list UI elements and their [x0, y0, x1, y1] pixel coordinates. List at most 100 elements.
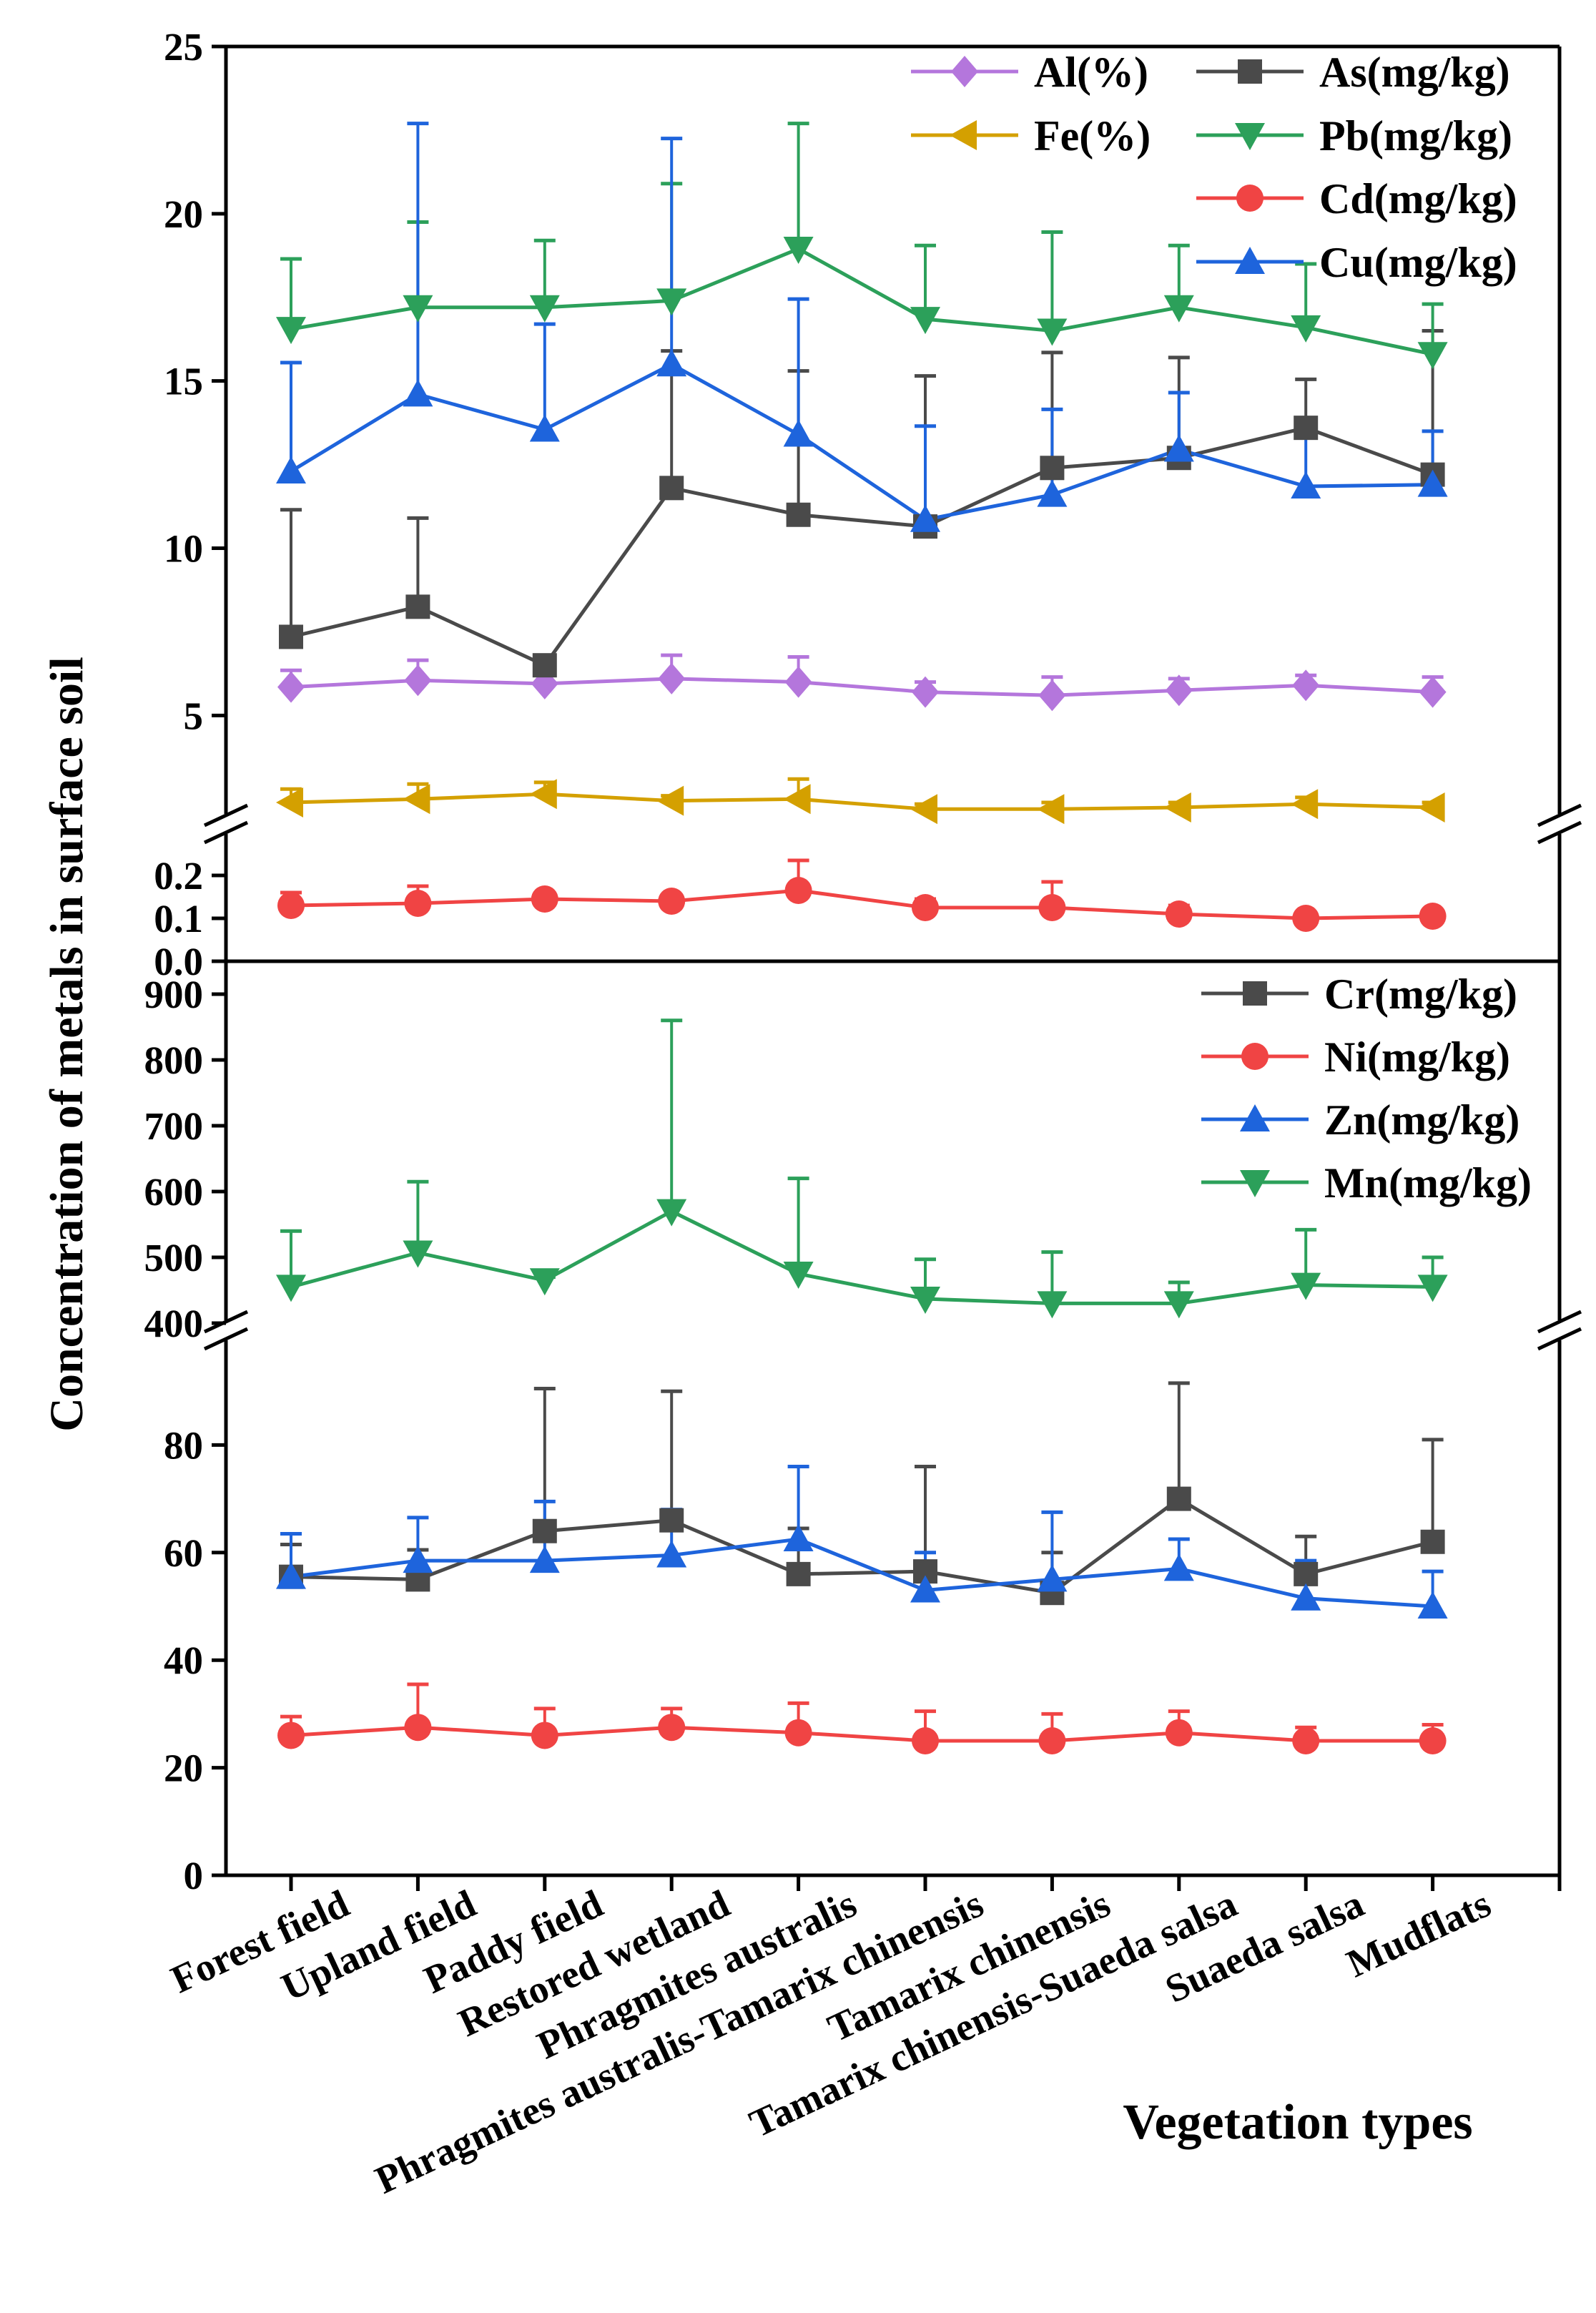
y-tick-label: 0 — [184, 1854, 204, 1897]
cu-point — [1163, 434, 1194, 462]
y-tick-label: 25 — [164, 25, 203, 69]
al-point — [658, 662, 686, 694]
legend-marker — [950, 120, 977, 150]
as-point — [405, 594, 430, 619]
cd-point — [912, 894, 939, 921]
fe-point — [403, 784, 430, 815]
as-point — [786, 502, 811, 527]
legend-marker — [1240, 1104, 1270, 1131]
pb-line — [290, 247, 1434, 356]
legend-item-zn: Zn(mg/kg) — [1201, 1096, 1519, 1144]
legend-marker — [951, 56, 978, 87]
legend-item-al: Al(%) — [911, 49, 1148, 96]
legend-label: Cd(mg/kg) — [1319, 175, 1517, 222]
legend-item-mn: Mn(mg/kg) — [1201, 1159, 1532, 1207]
fe-point — [1417, 792, 1445, 822]
legend-label: Zn(mg/kg) — [1324, 1096, 1519, 1144]
legend-marker — [1243, 981, 1267, 1006]
cd-point — [531, 885, 558, 913]
zn-point — [1037, 1564, 1068, 1592]
mn-point — [1417, 1275, 1448, 1302]
legend-item-ni: Ni(mg/kg) — [1201, 1033, 1510, 1081]
fe-point — [529, 779, 557, 810]
zn-point — [276, 1561, 306, 1589]
legend-marker — [1241, 1043, 1269, 1070]
y-tick-label: 15 — [164, 360, 203, 403]
zn-point — [1291, 1583, 1321, 1611]
axis-break-mark — [1537, 803, 1582, 828]
pb-point — [1291, 315, 1321, 343]
mn-point — [910, 1286, 940, 1314]
zn-point — [1417, 1591, 1448, 1619]
ni-point — [1038, 1727, 1066, 1754]
zn-point — [656, 1540, 687, 1568]
ni-point — [1165, 1719, 1193, 1747]
mn-point — [1163, 1291, 1194, 1319]
series-markers — [276, 236, 1448, 1754]
zn-point — [403, 1546, 433, 1573]
plot-frame — [203, 44, 1582, 1877]
legend-label: Fe(%) — [1034, 112, 1151, 159]
pb-point — [276, 317, 306, 345]
fe-point — [1291, 789, 1319, 820]
fe-point — [1163, 792, 1191, 822]
ni-point — [912, 1727, 939, 1754]
cu-point — [783, 419, 814, 447]
ni-point — [784, 1719, 812, 1747]
fe-point — [276, 787, 303, 817]
pb-point — [1037, 318, 1068, 346]
zn-line — [290, 1537, 1433, 1609]
error-bars — [280, 122, 1444, 1741]
cu-point — [1037, 479, 1068, 507]
ni-point — [1292, 1727, 1320, 1754]
zn-point — [529, 1546, 560, 1573]
fe-point — [783, 784, 811, 815]
legend-item-pb: Pb(mg/kg) — [1196, 112, 1512, 159]
fe-line — [290, 792, 1433, 811]
y-tick-label: 600 — [144, 1170, 204, 1214]
y-axis-label: Concentration of metals in surface soil — [41, 657, 93, 1431]
al-point — [1419, 676, 1447, 708]
al-point — [1292, 669, 1320, 702]
y-tick-label: 0.0 — [154, 940, 203, 983]
cd-point — [1419, 903, 1447, 930]
pb-point — [1163, 295, 1194, 323]
zn-point — [910, 1575, 940, 1603]
as-point — [1040, 456, 1065, 481]
series-lines — [290, 247, 1434, 1743]
as-point — [279, 624, 303, 649]
mn-point — [656, 1199, 687, 1227]
ni-point — [531, 1722, 558, 1749]
legends: Al(%) As(mg/kg) Fe(%) Pb(mg/kg) Cd(mg/kg) Cu(… — [911, 49, 1532, 1207]
axis-break-mark — [1537, 1327, 1582, 1351]
cu-point — [529, 414, 560, 442]
cd-point — [1165, 900, 1193, 928]
cd-point — [404, 890, 432, 917]
ni-point — [1419, 1727, 1447, 1754]
pb-point — [529, 295, 560, 323]
legend-marker — [1235, 247, 1265, 274]
y-tick-label: 900 — [144, 973, 204, 1016]
pb-point — [1417, 342, 1448, 370]
y-tick-label: 20 — [164, 1747, 203, 1790]
y-tick-label: 10 — [164, 527, 203, 571]
cu-point — [1417, 469, 1448, 497]
y-tick-label: 500 — [144, 1236, 204, 1280]
x-tick-label: Mudflats — [1340, 1882, 1497, 1986]
legend-item-fe: Fe(%) — [911, 112, 1151, 159]
fe-point — [656, 785, 684, 816]
cr-point — [1420, 1529, 1445, 1554]
y-tick-label: 400 — [144, 1302, 204, 1345]
legend-item-cd: Cd(mg/kg) — [1196, 175, 1517, 222]
mn-point — [1291, 1272, 1321, 1300]
legend-marker — [1238, 59, 1262, 84]
legend-label: Ni(mg/kg) — [1324, 1033, 1510, 1081]
pb-point — [403, 295, 433, 323]
pb-point — [910, 307, 940, 335]
legend-item-as: As(mg/kg) — [1196, 49, 1510, 96]
cu-point — [1291, 471, 1321, 499]
y-tick-label: 40 — [164, 1639, 203, 1682]
al-line — [290, 677, 1433, 697]
cu-point — [656, 349, 687, 377]
